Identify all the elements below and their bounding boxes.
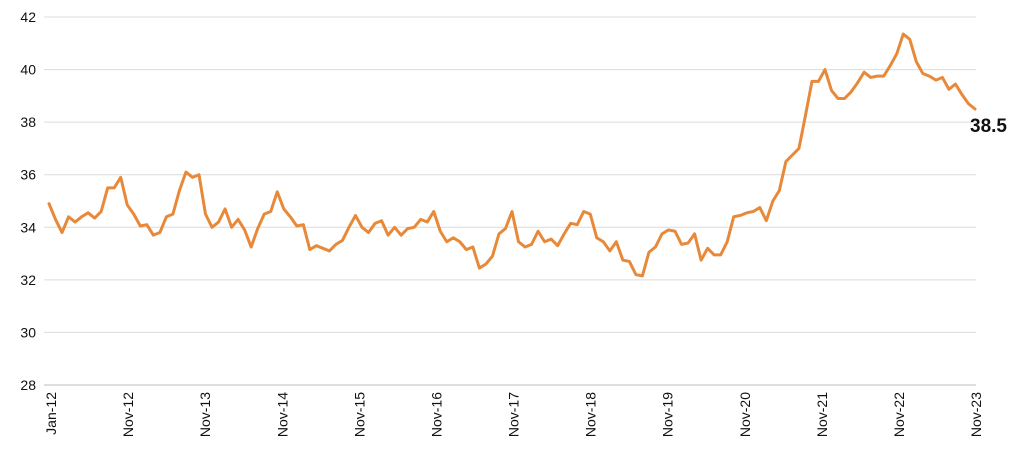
x-tick-label: Nov-19 [660,392,676,437]
x-tick-label: Nov-14 [274,392,290,437]
y-tick-label: 40 [20,62,36,78]
y-tick-label: 28 [20,377,36,393]
x-tick-label: Nov-13 [197,392,213,437]
x-tick-label: Jan-12 [43,392,59,435]
y-tick-label: 34 [20,219,36,235]
y-tick-label: 30 [20,324,36,340]
x-tick-label: Nov-20 [737,392,753,437]
x-axis-labels: Jan-12 Nov-12 Nov-13 Nov-14 Nov-15 Nov-16 Nov-… [43,392,984,437]
x-tick-label: Nov-22 [891,392,907,437]
series-line [47,32,977,278]
y-tick-label: 38 [20,114,36,130]
x-tick-label: Nov-16 [428,392,444,437]
x-tick-label: Nov-18 [583,392,599,437]
x-tick-label: Nov-15 [351,392,367,437]
horizontal-gridlines [44,16,976,386]
x-tick-label: Nov-12 [120,392,136,437]
end-value-label: 38.5 [970,116,1007,137]
y-tick-label: 36 [20,167,36,183]
y-axis-labels: 28 30 32 34 36 38 40 42 [20,9,36,393]
x-tick-label: Nov-21 [814,392,830,437]
x-tick-label: Nov-23 [968,392,984,437]
y-tick-label: 32 [20,272,36,288]
y-tick-label: 42 [20,9,36,25]
x-tick-label: Nov-17 [506,392,522,437]
